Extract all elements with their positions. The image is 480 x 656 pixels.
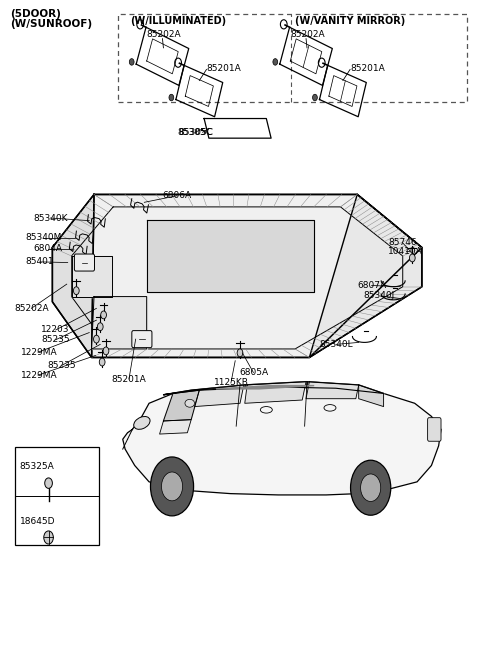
Text: 85305C: 85305C (179, 128, 214, 136)
Polygon shape (159, 420, 191, 434)
Polygon shape (163, 390, 199, 421)
Text: 85325A: 85325A (20, 462, 55, 471)
Text: 85235: 85235 (48, 361, 76, 370)
Text: 85202A: 85202A (290, 30, 325, 39)
Polygon shape (147, 220, 314, 292)
Polygon shape (72, 256, 112, 297)
Circle shape (273, 58, 277, 65)
Polygon shape (123, 387, 441, 495)
Polygon shape (306, 382, 359, 399)
Polygon shape (310, 194, 422, 358)
Text: (5DOOR): (5DOOR) (10, 9, 61, 18)
Text: 85340M: 85340M (25, 233, 62, 242)
Circle shape (97, 323, 103, 331)
Ellipse shape (134, 417, 150, 429)
Text: 85401: 85401 (25, 257, 54, 266)
Text: 85202A: 85202A (147, 30, 181, 39)
Circle shape (103, 347, 109, 355)
Text: 85305C: 85305C (178, 128, 213, 136)
Polygon shape (216, 386, 314, 389)
Circle shape (151, 457, 193, 516)
Circle shape (161, 472, 182, 501)
Circle shape (169, 94, 174, 101)
Circle shape (237, 349, 243, 357)
Text: 85746: 85746 (388, 238, 417, 247)
Text: 6807A: 6807A (357, 281, 386, 290)
Circle shape (99, 358, 105, 366)
Text: 85201A: 85201A (112, 375, 146, 384)
Circle shape (312, 94, 317, 101)
Text: 12203: 12203 (41, 325, 70, 335)
Polygon shape (52, 194, 94, 358)
Circle shape (45, 478, 52, 488)
Polygon shape (359, 385, 384, 407)
Text: (W/ILLUMINATED): (W/ILLUMINATED) (130, 16, 226, 26)
Text: 10410A: 10410A (388, 247, 423, 256)
FancyBboxPatch shape (132, 331, 152, 348)
Circle shape (129, 58, 134, 65)
Polygon shape (245, 382, 306, 403)
Text: 85202A: 85202A (14, 304, 49, 313)
Text: 6804A: 6804A (33, 244, 62, 253)
Text: 1229MA: 1229MA (21, 371, 58, 380)
Circle shape (73, 287, 79, 295)
Text: 18645D: 18645D (20, 517, 55, 525)
Polygon shape (92, 194, 422, 358)
FancyBboxPatch shape (74, 254, 95, 271)
Text: (W/SUNROOF): (W/SUNROOF) (10, 19, 92, 29)
Text: 6805A: 6805A (239, 368, 268, 377)
Text: 1125KB: 1125KB (214, 379, 249, 388)
Text: 85201A: 85201A (206, 64, 241, 73)
Ellipse shape (185, 400, 194, 407)
Text: 85340L: 85340L (319, 340, 353, 349)
Text: 85340J: 85340J (363, 291, 395, 300)
Circle shape (94, 335, 99, 343)
Polygon shape (92, 297, 147, 349)
Text: 85235: 85235 (41, 335, 70, 344)
Text: 85340K: 85340K (33, 213, 68, 222)
Text: 85201A: 85201A (350, 64, 385, 73)
Text: 1229MA: 1229MA (21, 348, 58, 357)
Circle shape (360, 474, 381, 501)
Polygon shape (163, 382, 384, 395)
Polygon shape (194, 385, 244, 407)
Circle shape (101, 311, 107, 319)
FancyBboxPatch shape (428, 418, 441, 441)
Text: 6806A: 6806A (162, 192, 192, 200)
Circle shape (409, 254, 415, 262)
Bar (15, 447, 99, 545)
Circle shape (44, 531, 53, 544)
Text: (W/VANITY MIRROR): (W/VANITY MIRROR) (295, 16, 405, 26)
Circle shape (350, 461, 391, 515)
